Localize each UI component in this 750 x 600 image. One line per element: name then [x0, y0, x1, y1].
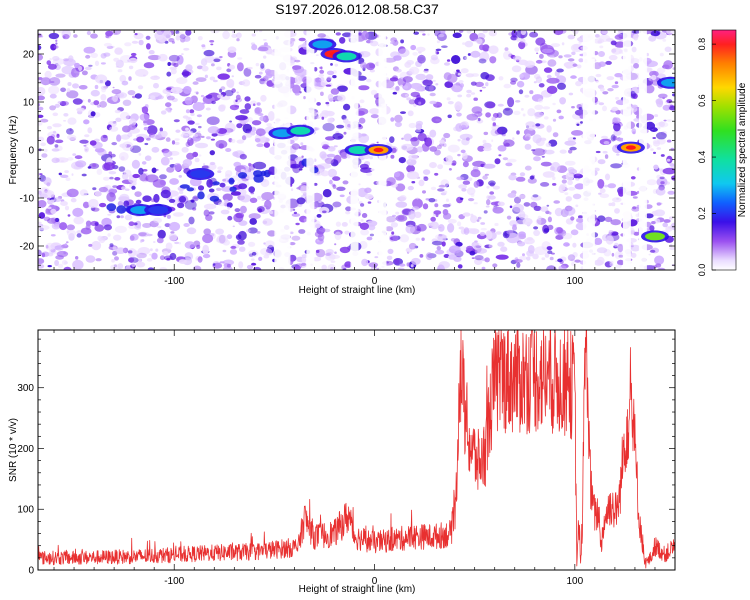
heatmap-y-tick-label: 20	[23, 50, 35, 61]
heatmap-peak	[364, 144, 393, 156]
colorbar-tick-label: 0.8	[697, 38, 707, 51]
colorbar-tick-label: 0.2	[697, 207, 707, 220]
snr-series-line	[38, 330, 675, 569]
snr-y-tick-label: 200	[17, 444, 34, 455]
snr-plot-frame	[37, 329, 676, 571]
heatmap-y-axis-label: Frequency (Hz)	[8, 116, 19, 185]
snr-y-tick-label: 0	[28, 566, 34, 577]
heatmap-peak	[286, 124, 315, 137]
heatmap-x-tick-label: 0	[372, 276, 378, 287]
chart-title: S197.2026.012.08.58.C37	[275, 1, 439, 17]
colorbar-ticks: 0.0 0.2 0.4 0.6 0.8	[697, 38, 716, 276]
heatmap-y-tick-label: -20	[20, 242, 35, 253]
heatmap-peak	[186, 168, 215, 180]
snr-y-tick-label: 300	[17, 383, 34, 394]
snr-x-tick-label: -100	[164, 576, 184, 587]
snr-x-tick-label: 0	[372, 576, 378, 587]
heatmap-peak	[308, 38, 337, 51]
snr-axis-ticks: -100 0 100 0 100 200 300	[17, 330, 676, 587]
heatmap-background-speckle	[38, 30, 675, 270]
snr-y-axis-label: SNR (10 * v/v)	[8, 418, 19, 482]
snr-x-tick-label: 100	[566, 576, 583, 587]
heatmap-x-tick-label: -100	[164, 276, 184, 287]
heatmap-y-tick-label: 10	[23, 98, 35, 109]
heatmap-peak	[332, 50, 361, 63]
snr-x-axis-label: Height of straight line (km)	[299, 584, 416, 595]
spectrogram-heatmap	[38, 30, 675, 270]
heatmap-peak	[616, 141, 645, 154]
snr-y-tick-label: 100	[17, 505, 34, 516]
heatmap-peak	[641, 230, 669, 243]
heatmap-peak	[344, 144, 373, 156]
heatmap-peak	[144, 204, 173, 216]
heatmap-x-axis-label: Height of straight line (km)	[299, 285, 416, 296]
colorbar-tick-label: 0.0	[697, 264, 707, 277]
heatmap-y-tick-label: -10	[20, 194, 35, 205]
colorbar-label: Normalized spectral amplitude	[737, 82, 748, 217]
colorbar-tick-label: 0.6	[697, 94, 707, 107]
heatmap-y-tick-label: 0	[28, 146, 34, 157]
heatmap-peaks	[126, 38, 675, 243]
heatmap-x-tick-label: 100	[566, 276, 583, 287]
colorbar	[711, 29, 737, 271]
colorbar-tick-label: 0.4	[697, 151, 707, 164]
heatmap-peak	[657, 76, 675, 89]
